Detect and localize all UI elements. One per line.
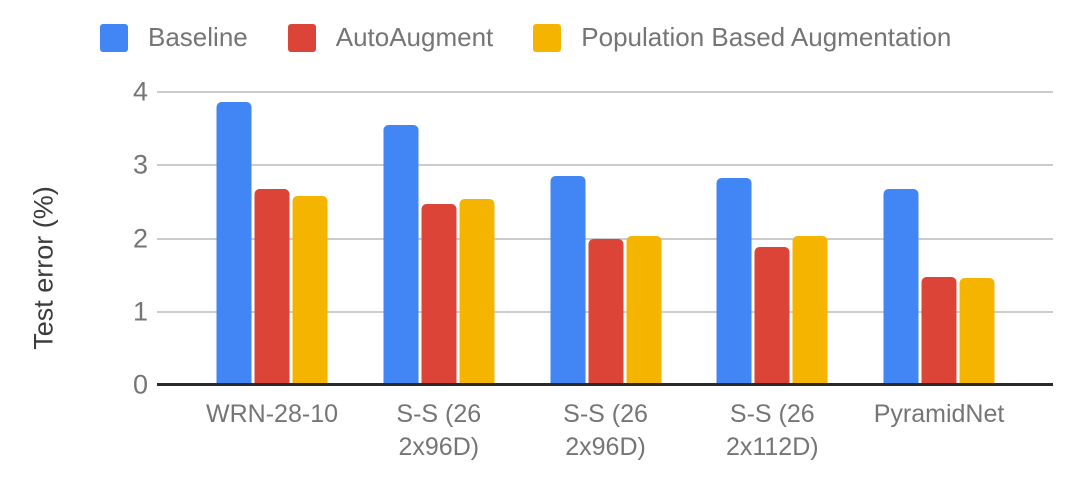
bar-population-based-augmentation-2 — [626, 236, 662, 385]
gridline-y2 — [157, 237, 1053, 240]
legend-swatch-baseline — [100, 23, 128, 52]
legend-item-baseline: Baseline — [100, 22, 248, 53]
x-axis-label-0: WRN-28-10 — [206, 400, 339, 428]
x-axis-category-labels: WRN-28-10 S-S (26 2x96D) S-S (26 2x96D) S-S… — [157, 398, 1053, 478]
bar-population-based-augmentation-1 — [459, 198, 495, 385]
legend-item-autoaugment: AutoAugment — [287, 22, 494, 53]
gridline-y3 — [157, 164, 1053, 167]
bar-autoaugment-1 — [421, 204, 457, 385]
bar-autoaugment-4 — [921, 276, 957, 385]
bar-autoaugment-2 — [588, 239, 624, 385]
bar-population-based-augmentation-0 — [292, 196, 328, 385]
x-axis-label-3: S-S (26 2x112D) — [725, 400, 819, 461]
y-tick-label-4: 4 — [132, 76, 148, 107]
y-tick-label-3: 3 — [132, 149, 148, 180]
chart-legend: Baseline AutoAugment Population Based Au… — [100, 22, 951, 53]
bar-group-2 — [550, 175, 662, 385]
bar-baseline-0 — [216, 101, 252, 385]
bar-autoaugment-3 — [754, 246, 790, 385]
bar-baseline-4 — [883, 189, 919, 385]
plot-area — [157, 91, 1053, 386]
legend-item-pba: Population Based Augmentation — [533, 22, 951, 53]
bar-population-based-augmentation-3 — [792, 236, 828, 385]
x-axis-label-4: PyramidNet — [873, 400, 1005, 428]
bar-group-0 — [216, 101, 328, 385]
bar-group-3 — [716, 178, 828, 385]
bar-baseline-2 — [550, 175, 586, 385]
gridline-y4 — [157, 91, 1053, 93]
legend-label-baseline: Baseline — [148, 22, 248, 52]
bar-group-1 — [383, 124, 495, 385]
legend-label-autoaugment: AutoAugment — [335, 22, 494, 52]
bar-group-4 — [883, 189, 995, 385]
y-axis-tick-labels: 0 1 2 3 4 — [0, 77, 148, 400]
bar-population-based-augmentation-4 — [959, 278, 995, 385]
x-axis-label-2: S-S (26 2x96D) — [563, 400, 648, 461]
x-axis-line — [157, 383, 1053, 386]
x-axis-label-1: S-S (26 2x96D) — [396, 400, 482, 461]
bar-baseline-1 — [383, 124, 419, 385]
bar-baseline-3 — [716, 178, 752, 385]
y-tick-label-2: 2 — [132, 223, 148, 253]
bar-autoaugment-0 — [254, 188, 290, 385]
legend-swatch-pba — [533, 23, 562, 52]
y-tick-label-1: 1 — [132, 296, 148, 327]
legend-label-pba: Population Based Augmentation — [581, 22, 952, 52]
y-tick-label-0: 0 — [132, 369, 148, 400]
legend-swatch-autoaugment — [287, 23, 316, 52]
